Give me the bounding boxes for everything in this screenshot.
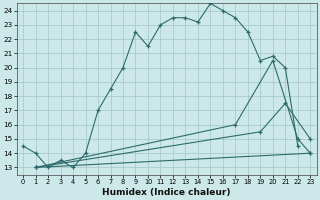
X-axis label: Humidex (Indice chaleur): Humidex (Indice chaleur) (102, 188, 231, 197)
